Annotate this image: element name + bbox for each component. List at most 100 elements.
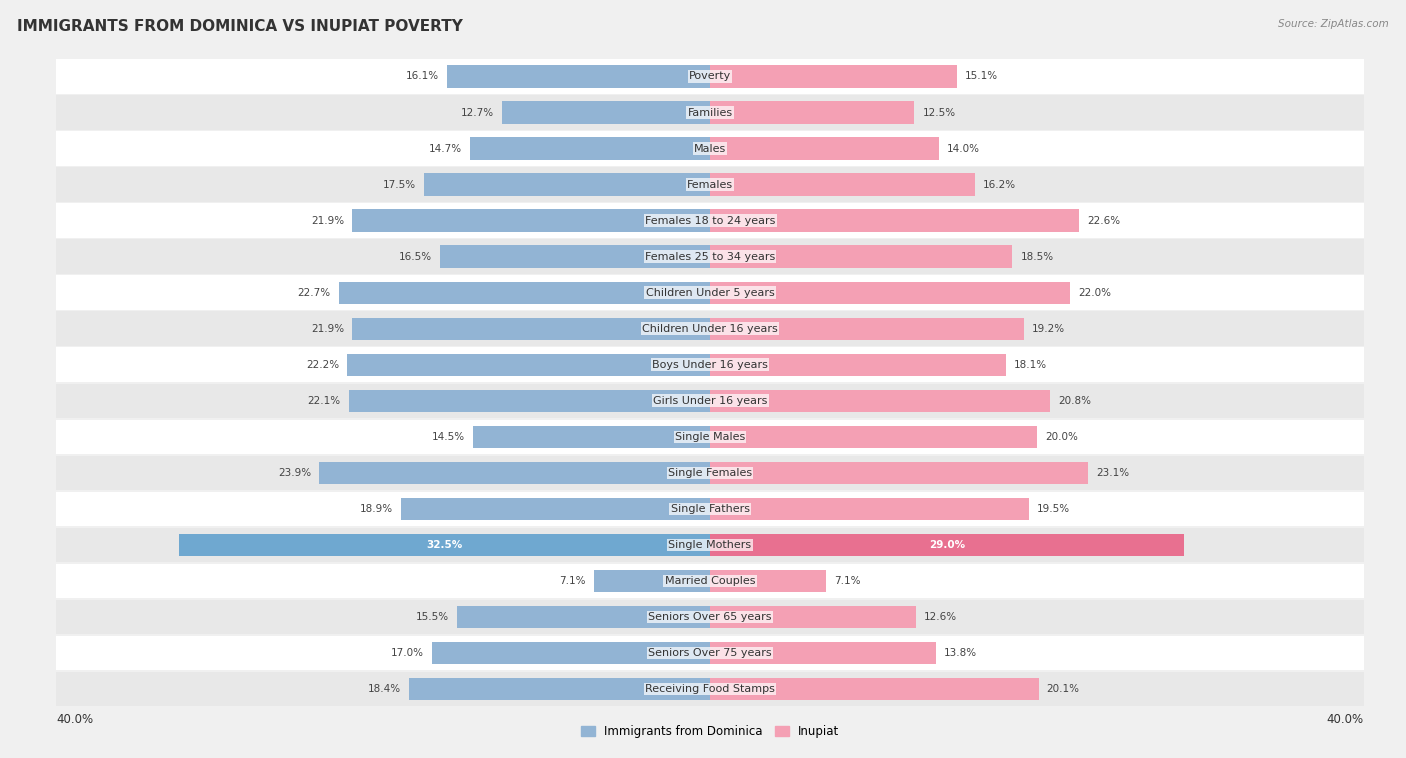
Bar [179,534,710,556]
Text: 19.5%: 19.5% [1038,504,1070,514]
Bar [710,570,827,592]
Text: 20.8%: 20.8% [1059,396,1091,406]
Bar [710,498,1029,520]
Bar [447,65,710,88]
Bar [347,353,710,376]
Text: 22.7%: 22.7% [298,288,330,298]
Text: 20.1%: 20.1% [1046,684,1080,694]
Bar [352,318,710,340]
Bar [710,534,1184,556]
Bar [502,102,710,124]
Text: Males: Males [695,143,725,154]
Bar [710,246,1012,268]
Legend: Immigrants from Dominica, Inupiat: Immigrants from Dominica, Inupiat [576,720,844,743]
Text: Source: ZipAtlas.com: Source: ZipAtlas.com [1278,19,1389,29]
Text: 19.2%: 19.2% [1032,324,1066,334]
Bar [24,59,1396,94]
Text: IMMIGRANTS FROM DOMINICA VS INUPIAT POVERTY: IMMIGRANTS FROM DOMINICA VS INUPIAT POVE… [17,19,463,34]
Bar [401,498,710,520]
Bar [24,347,1396,382]
Text: Females: Females [688,180,733,190]
Text: Seniors Over 75 years: Seniors Over 75 years [648,648,772,658]
Bar [710,174,974,196]
Text: Married Couples: Married Couples [665,576,755,586]
Bar [24,96,1396,130]
Text: 13.8%: 13.8% [943,648,977,658]
Text: 23.1%: 23.1% [1095,468,1129,478]
Text: 21.9%: 21.9% [311,215,344,226]
Bar [24,275,1396,310]
Bar [24,203,1396,238]
Text: Boys Under 16 years: Boys Under 16 years [652,360,768,370]
Text: 12.7%: 12.7% [461,108,495,117]
Text: 21.9%: 21.9% [311,324,344,334]
Bar [470,137,710,160]
Text: 16.2%: 16.2% [983,180,1017,190]
Text: 14.0%: 14.0% [948,143,980,154]
Text: 7.1%: 7.1% [834,576,860,586]
Bar [710,281,1070,304]
Text: Girls Under 16 years: Girls Under 16 years [652,396,768,406]
Text: 16.1%: 16.1% [405,71,439,81]
Text: 18.5%: 18.5% [1021,252,1053,262]
Text: Females 18 to 24 years: Females 18 to 24 years [645,215,775,226]
Bar [24,312,1396,346]
Bar [24,168,1396,202]
Text: 17.0%: 17.0% [391,648,425,658]
Bar [24,672,1396,706]
Text: Single Males: Single Males [675,432,745,442]
Bar [24,456,1396,490]
Bar [710,318,1024,340]
Bar [24,419,1396,454]
Bar [24,528,1396,562]
Bar [24,564,1396,598]
Text: Poverty: Poverty [689,71,731,81]
Text: 22.2%: 22.2% [307,360,339,370]
Text: 18.4%: 18.4% [368,684,401,694]
Bar [710,606,915,628]
Bar [472,426,710,448]
Text: 17.5%: 17.5% [382,180,416,190]
Text: 12.6%: 12.6% [924,612,957,622]
Text: Children Under 5 years: Children Under 5 years [645,288,775,298]
Bar [710,65,957,88]
Bar [710,678,1039,700]
Bar [457,606,710,628]
Bar [710,642,935,664]
Bar [710,426,1038,448]
Bar [432,642,710,664]
Bar [440,246,710,268]
Bar [24,636,1396,670]
Bar [24,600,1396,634]
Text: 14.5%: 14.5% [432,432,465,442]
Text: Females 25 to 34 years: Females 25 to 34 years [645,252,775,262]
Bar [319,462,710,484]
Text: 40.0%: 40.0% [56,713,93,725]
Text: 20.0%: 20.0% [1045,432,1078,442]
Bar [593,570,710,592]
Bar [710,462,1088,484]
Bar [409,678,710,700]
Bar [710,102,914,124]
Bar [24,240,1396,274]
Bar [24,492,1396,526]
Text: 29.0%: 29.0% [929,540,965,550]
Text: Single Females: Single Females [668,468,752,478]
Text: 7.1%: 7.1% [560,576,586,586]
Text: 22.6%: 22.6% [1088,215,1121,226]
Bar [24,384,1396,418]
Text: 22.0%: 22.0% [1078,288,1111,298]
Text: 12.5%: 12.5% [922,108,956,117]
Bar [24,131,1396,166]
Text: 16.5%: 16.5% [399,252,432,262]
Text: Seniors Over 65 years: Seniors Over 65 years [648,612,772,622]
Text: 18.1%: 18.1% [1014,360,1047,370]
Text: 14.7%: 14.7% [429,143,461,154]
Text: 15.1%: 15.1% [965,71,998,81]
Bar [710,137,939,160]
Text: Families: Families [688,108,733,117]
Text: 40.0%: 40.0% [1327,713,1364,725]
Text: Single Fathers: Single Fathers [671,504,749,514]
Bar [349,390,710,412]
Text: 18.9%: 18.9% [360,504,392,514]
